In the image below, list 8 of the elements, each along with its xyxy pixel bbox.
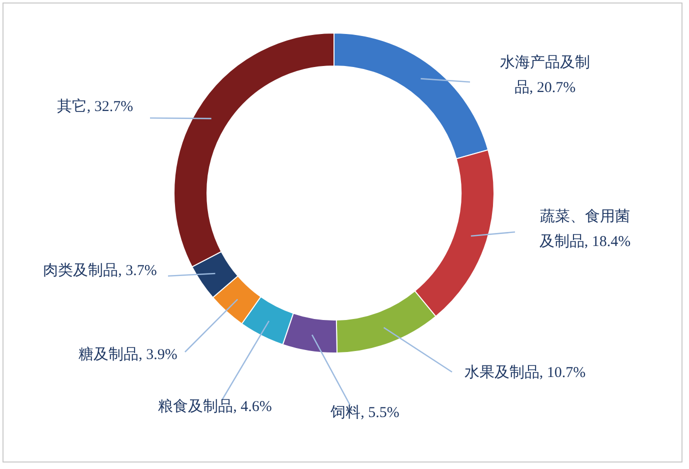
slice-label: 水果及制品, 10.7% (463, 364, 587, 383)
slice-label: 水海产品及制品, 20.7% (499, 54, 591, 98)
slice-label: 糖及制品, 3.9% (78, 346, 178, 365)
slice-label: 蔬菜、食用菌及制品, 18.4% (538, 208, 632, 252)
slice-label: 粮食及制品, 4.6% (157, 398, 273, 417)
slice-label: 饲料, 5.5% (330, 405, 400, 421)
slice-label: 其它, 32.7% (56, 97, 134, 117)
slice-label: 肉类及制品, 3.7% (42, 262, 158, 281)
